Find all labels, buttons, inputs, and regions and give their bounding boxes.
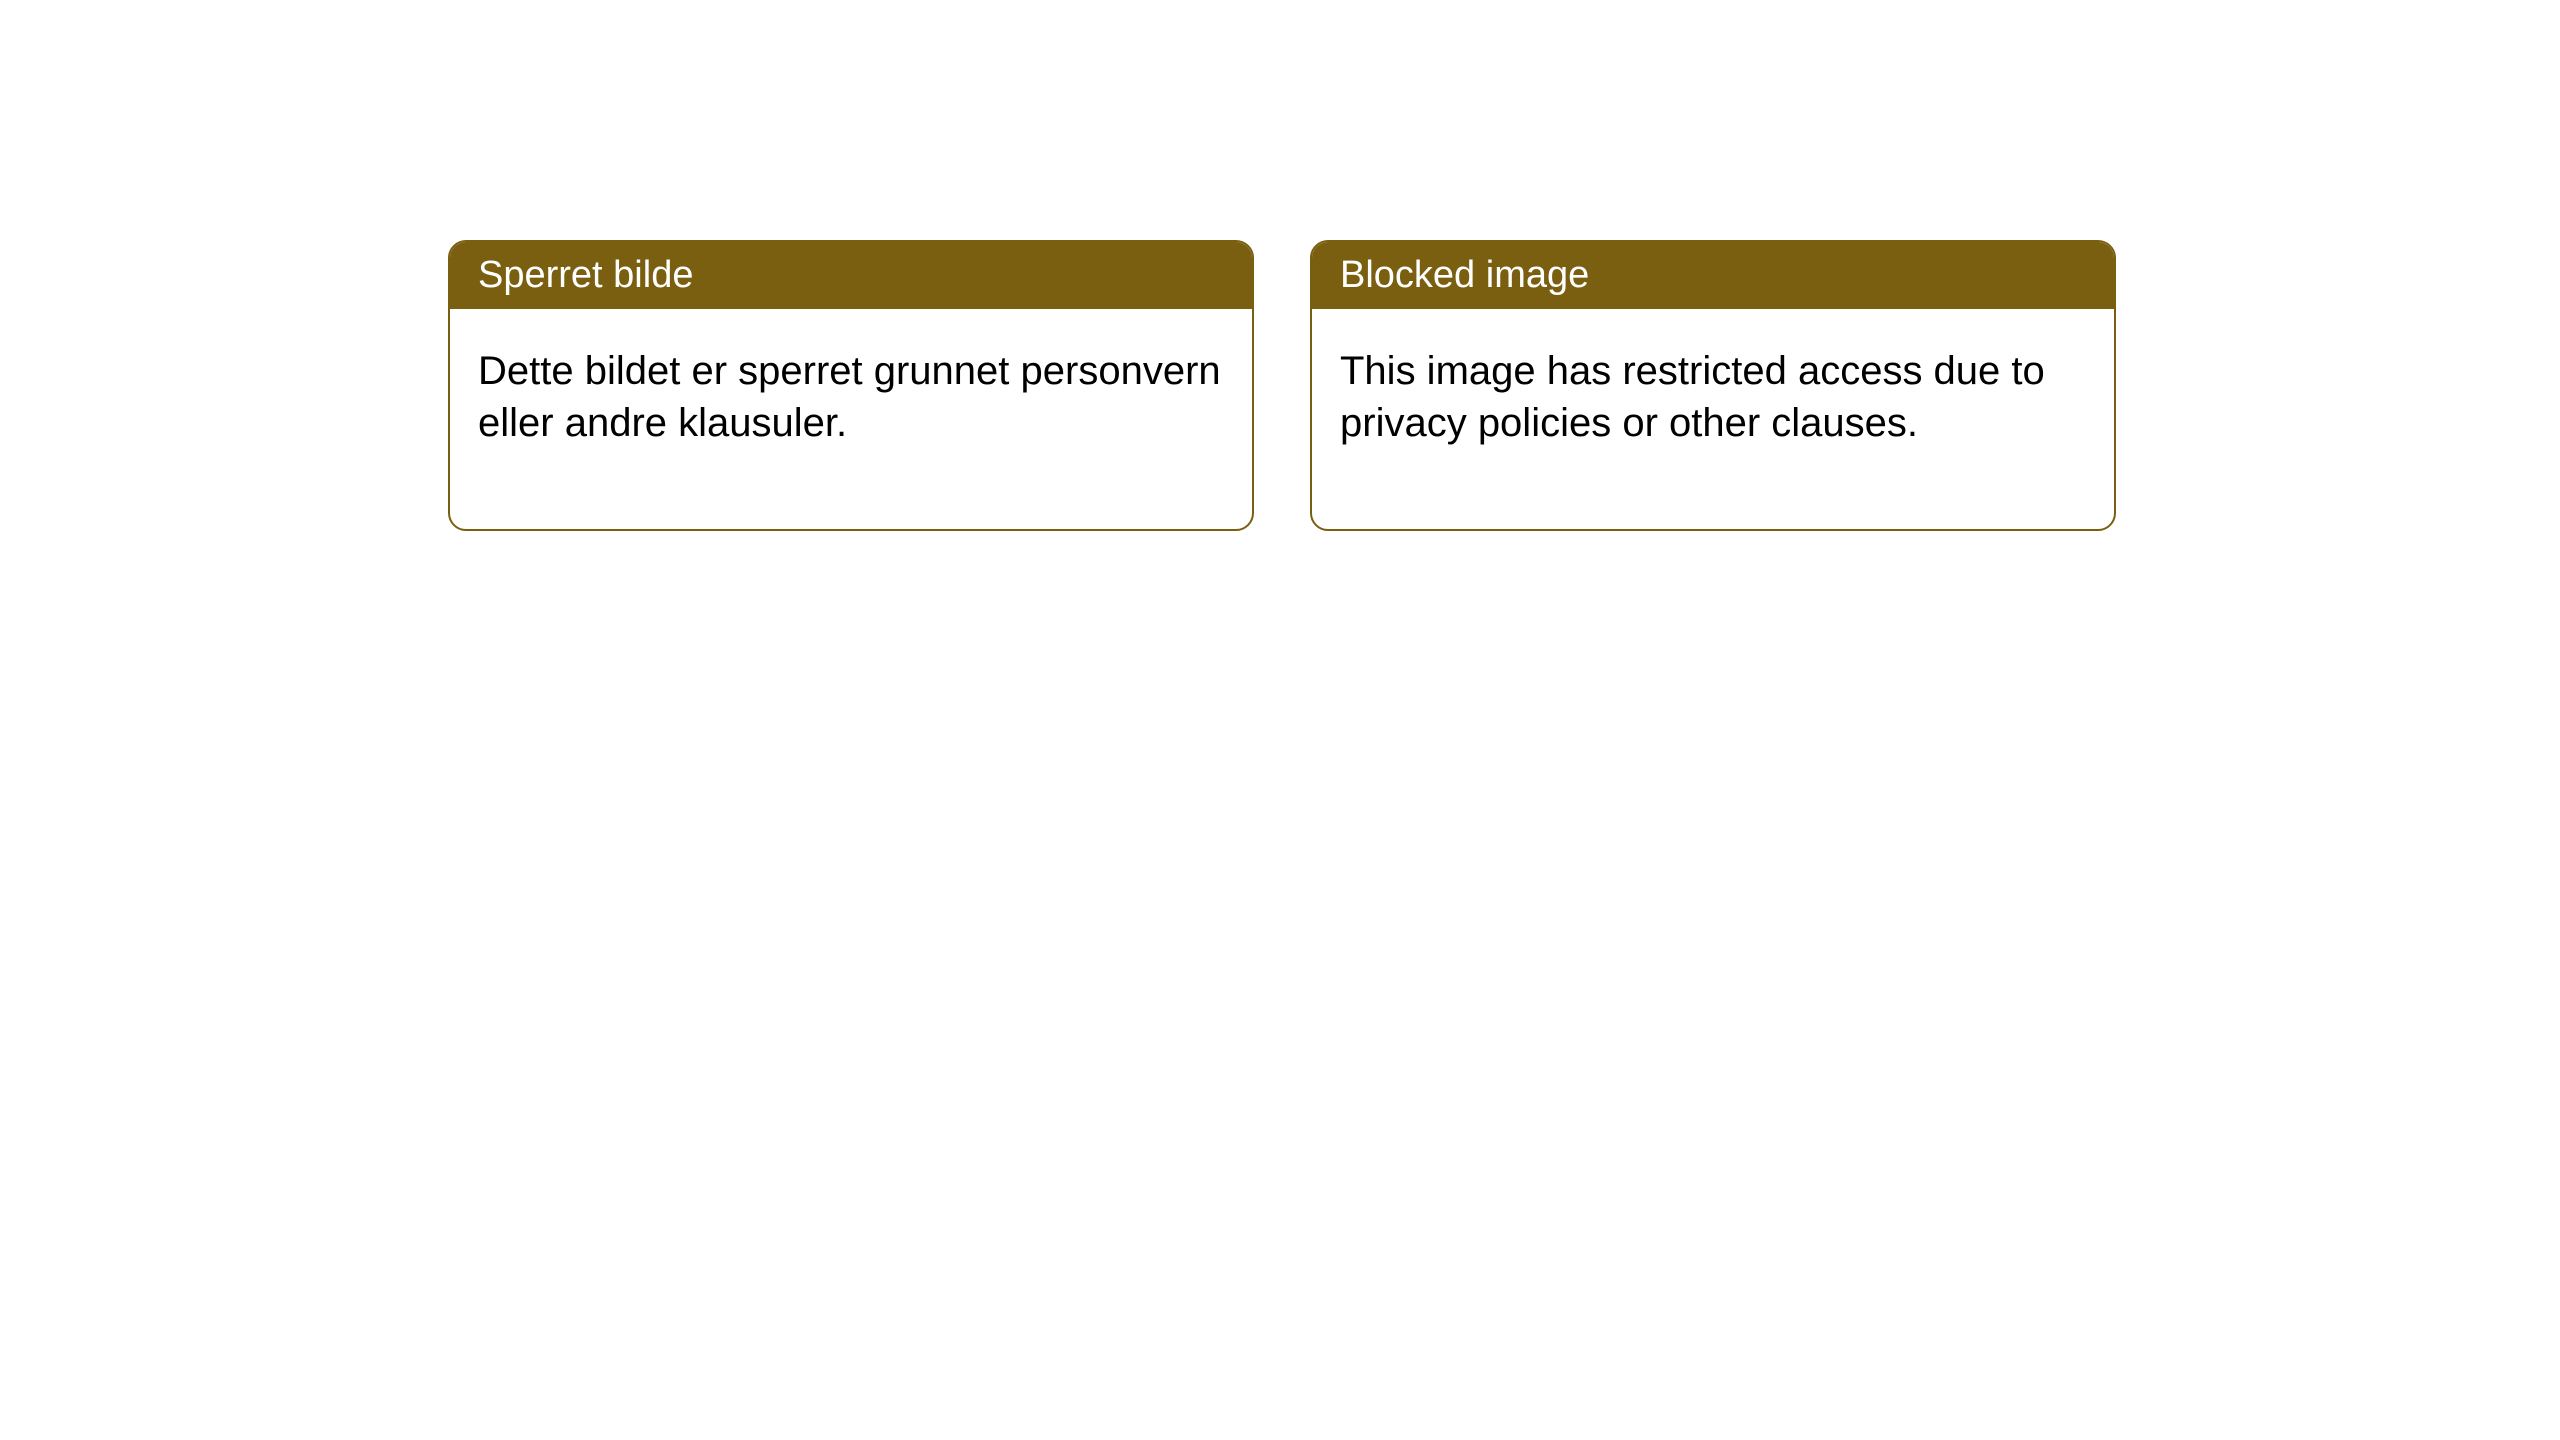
blocked-image-card-no: Sperret bilde Dette bildet er sperret gr… — [448, 240, 1254, 531]
notice-cards-container: Sperret bilde Dette bildet er sperret gr… — [0, 0, 2560, 531]
card-body-en: This image has restricted access due to … — [1312, 309, 2114, 529]
card-header-en: Blocked image — [1312, 242, 2114, 309]
blocked-image-card-en: Blocked image This image has restricted … — [1310, 240, 2116, 531]
card-header-no: Sperret bilde — [450, 242, 1252, 309]
card-body-no: Dette bildet er sperret grunnet personve… — [450, 309, 1252, 529]
